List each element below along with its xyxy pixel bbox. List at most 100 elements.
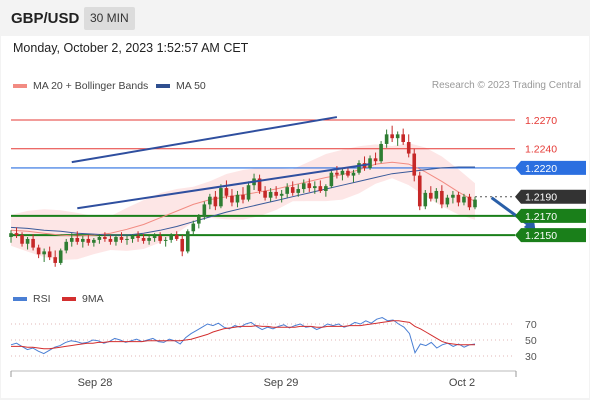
candle-body <box>219 188 223 207</box>
channel-upper-line <box>71 116 338 164</box>
candle-body <box>47 251 52 258</box>
candle-body <box>390 134 394 139</box>
candle-body <box>335 172 339 175</box>
candle-body <box>373 158 378 162</box>
candle-body <box>296 189 301 193</box>
candle-body <box>92 239 96 243</box>
candle-body <box>406 142 411 154</box>
candle-body <box>224 188 229 196</box>
candle-body <box>125 238 129 240</box>
candle-body <box>417 175 422 207</box>
candle-body <box>75 237 80 242</box>
legend-ma50-label: MA 50 <box>176 80 206 92</box>
candle-body <box>81 238 85 242</box>
candle-body <box>290 187 295 193</box>
candle-body <box>357 163 361 173</box>
candle-body <box>136 236 140 238</box>
rsi-tick-50: 50 <box>525 335 537 347</box>
x-tick-label: Oct 2 <box>449 377 475 389</box>
candle-body <box>163 239 168 241</box>
candle-body <box>31 238 35 248</box>
candle-body <box>20 235 24 244</box>
candle-body <box>423 192 428 207</box>
candle-body <box>97 237 102 240</box>
candle-body <box>395 134 400 139</box>
candle-body <box>103 237 107 239</box>
candle-body <box>191 223 196 232</box>
rsi-tick-70: 70 <box>525 319 537 331</box>
credit-text: Research © 2023 Trading Central <box>431 80 581 91</box>
candle-body <box>141 237 146 241</box>
candle-body <box>58 250 63 263</box>
candle-body <box>313 186 317 189</box>
ma50-swatch <box>156 84 170 89</box>
candle-body <box>202 204 207 217</box>
candle-body <box>368 158 372 168</box>
candle-body <box>346 170 350 176</box>
level-label-1.2240: 1.2240 <box>525 144 557 156</box>
legend-ma50: MA 50 <box>156 80 206 92</box>
candle-body <box>114 237 118 242</box>
level-tag-1.2220 <box>515 160 586 175</box>
level-label-1.2170: 1.2170 <box>525 211 557 223</box>
candle-body <box>279 193 284 196</box>
candle-body <box>130 236 135 239</box>
candle-body <box>25 238 30 244</box>
level-label-1.2190: 1.2190 <box>525 192 557 204</box>
candle-body <box>467 196 472 208</box>
candle-body <box>285 187 289 194</box>
level-label-1.2220: 1.2220 <box>525 163 557 175</box>
candle-body <box>257 178 262 191</box>
candle-body <box>180 238 185 252</box>
ma20-swatch <box>13 84 27 89</box>
chart-datetime: Monday, October 2, 2023 1:52:57 AM CET <box>13 41 249 55</box>
candle-body <box>351 172 356 176</box>
candle-body <box>14 233 19 236</box>
legend-9ma-label: 9MA <box>82 293 104 305</box>
candle-body <box>324 186 328 191</box>
x-tick-label: Sep 29 <box>264 377 299 389</box>
candle-body <box>230 195 234 203</box>
candle-body <box>158 236 162 241</box>
channel-lower-line <box>77 163 371 210</box>
candle-body <box>379 143 383 162</box>
x-tick-label: Sep 28 <box>78 377 113 389</box>
candle-body <box>64 241 69 251</box>
rsi-9ma-line <box>11 320 475 350</box>
candle-body <box>152 236 157 238</box>
candle-body <box>456 194 461 203</box>
level-tag-1.2190 <box>515 189 586 204</box>
candle-body <box>169 235 173 240</box>
ma9-swatch <box>62 297 76 302</box>
candle-body <box>185 231 190 252</box>
rsi-tick-30: 30 <box>525 351 537 363</box>
legend-9ma: 9MA <box>62 293 104 305</box>
candle-body <box>329 172 334 187</box>
legend-ma20: MA 20 + Bollinger Bands <box>13 80 148 92</box>
candle-body <box>462 196 466 203</box>
legend-rsi-label: RSI <box>33 293 51 305</box>
candle-body <box>246 185 251 200</box>
candle-body <box>53 257 57 263</box>
candle-body <box>241 194 245 200</box>
candle-body <box>42 251 46 255</box>
candle-body <box>307 183 312 189</box>
candle-body <box>340 170 345 175</box>
candle-body <box>401 134 405 143</box>
candle-body <box>318 186 323 191</box>
candle-body <box>301 183 306 190</box>
candle-body <box>263 190 267 198</box>
candle-body <box>174 235 179 239</box>
candle-body <box>147 237 151 241</box>
top-bar: GBP/USD 30 MIN <box>0 0 590 36</box>
candle-body <box>473 199 477 208</box>
level-label-1.2270: 1.2270 <box>525 115 557 127</box>
candle-body <box>235 194 240 203</box>
level-tag-1.2150 <box>515 228 586 243</box>
timeframe-button[interactable]: 30 MIN <box>84 7 135 30</box>
candle-body <box>440 190 444 205</box>
candle-body <box>268 191 273 198</box>
candle-body <box>208 196 212 205</box>
rsi-swatch <box>13 297 27 302</box>
